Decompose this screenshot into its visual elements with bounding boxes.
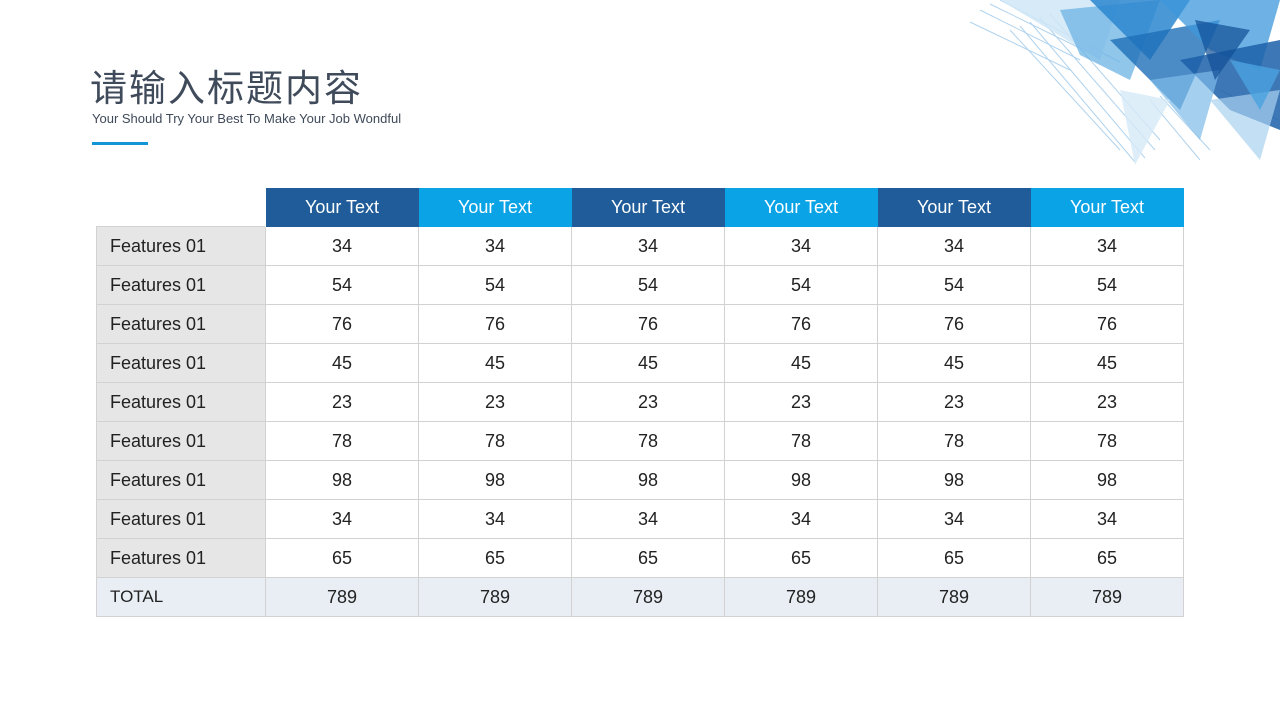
table-header-row: Your Text Your Text Your Text Your Text … [97,187,1184,227]
table-cell: 65 [724,538,878,578]
row-label: Features 01 [96,226,266,266]
table-row: Features 01 45 45 45 45 45 45 [96,343,1184,383]
table-row: Features 01 23 23 23 23 23 23 [96,382,1184,422]
table-cell: 78 [1030,421,1184,461]
total-cell: 789 [571,577,725,617]
table-cell: 34 [877,226,1031,266]
table-row: Features 01 54 54 54 54 54 54 [96,265,1184,305]
table-cell: 45 [418,343,572,383]
blue-crystal-decoration [969,0,1280,165]
table-cell: 34 [1030,226,1184,266]
table-cell: 65 [877,538,1031,578]
row-label: Features 01 [96,538,266,578]
row-label: Features 01 [96,499,266,539]
table-cell: 34 [418,226,572,266]
table-cell: 78 [418,421,572,461]
table-cell: 54 [265,265,419,305]
table-cell: 34 [724,226,878,266]
table-row: Features 01 78 78 78 78 78 78 [96,421,1184,461]
table-cell: 65 [265,538,419,578]
column-header: Your Text [1030,187,1184,227]
table-cell: 76 [265,304,419,344]
table-row: Features 01 65 65 65 65 65 65 [96,538,1184,578]
table-row: Features 01 76 76 76 76 76 76 [96,304,1184,344]
column-header: Your Text [265,187,419,227]
table-cell: 34 [418,499,572,539]
column-header: Your Text [877,187,1031,227]
table-body: Features 01 34 34 34 34 34 34 Features 01 54 54 54… [96,226,1184,617]
row-label: Features 01 [96,460,266,500]
table-cell: 76 [724,304,878,344]
table-cell: 34 [571,226,725,266]
column-header: Your Text [418,187,572,227]
table-cell: 98 [724,460,878,500]
slide-title: 请输入标题内容 [90,67,363,110]
table-cell: 54 [571,265,725,305]
total-cell: 789 [724,577,878,617]
table-cell: 34 [1030,499,1184,539]
table-cell: 78 [571,421,725,461]
total-cell: 789 [877,577,1031,617]
table-cell: 23 [1030,382,1184,422]
table-cell: 65 [418,538,572,578]
row-label: Features 01 [96,343,266,383]
table-cell: 23 [877,382,1031,422]
table-cell: 54 [724,265,878,305]
table-cell: 98 [571,460,725,500]
table-cell: 23 [724,382,878,422]
table-cell: 65 [571,538,725,578]
table-cell: 98 [877,460,1031,500]
row-label: Features 01 [96,421,266,461]
table-cell: 78 [877,421,1031,461]
table-cell: 98 [265,460,419,500]
total-cell: 789 [265,577,419,617]
table-cell: 76 [1030,304,1184,344]
table-row: Features 01 98 98 98 98 98 98 [96,460,1184,500]
table-row: Features 01 34 34 34 34 34 34 [96,499,1184,539]
table-cell: 34 [265,226,419,266]
table-cell: 23 [418,382,572,422]
table-cell: 54 [877,265,1031,305]
table-cell: 34 [571,499,725,539]
table-cell: 45 [265,343,419,383]
column-header: Your Text [571,187,725,227]
column-header: Your Text [724,187,878,227]
table-cell: 45 [1030,343,1184,383]
table-cell: 45 [724,343,878,383]
slide-subtitle: Your Should Try Your Best To Make Your J… [92,111,402,126]
table-cell: 98 [418,460,572,500]
table-cell: 78 [724,421,878,461]
table-corner [97,188,266,227]
total-cell: 789 [1030,577,1184,617]
table-cell: 54 [418,265,572,305]
table-cell: 34 [877,499,1031,539]
total-label: TOTAL [96,577,266,617]
row-label: Features 01 [96,265,266,305]
table-cell: 45 [877,343,1031,383]
table-cell: 54 [1030,265,1184,305]
row-label: Features 01 [96,382,266,422]
table-cell: 23 [265,382,419,422]
row-label: Features 01 [96,304,266,344]
table-cell: 45 [571,343,725,383]
total-row: TOTAL 789 789 789 789 789 789 [96,577,1184,617]
table-cell: 98 [1030,460,1184,500]
title-accent-bar [92,142,148,145]
table-cell: 23 [571,382,725,422]
total-cell: 789 [418,577,572,617]
table-cell: 76 [877,304,1031,344]
data-table: Your Text Your Text Your Text Your Text … [96,187,1184,617]
table-cell: 34 [724,499,878,539]
table-cell: 78 [265,421,419,461]
table-cell: 76 [418,304,572,344]
table-cell: 34 [265,499,419,539]
table-row: Features 01 34 34 34 34 34 34 [96,226,1184,266]
table-cell: 65 [1030,538,1184,578]
table-cell: 76 [571,304,725,344]
